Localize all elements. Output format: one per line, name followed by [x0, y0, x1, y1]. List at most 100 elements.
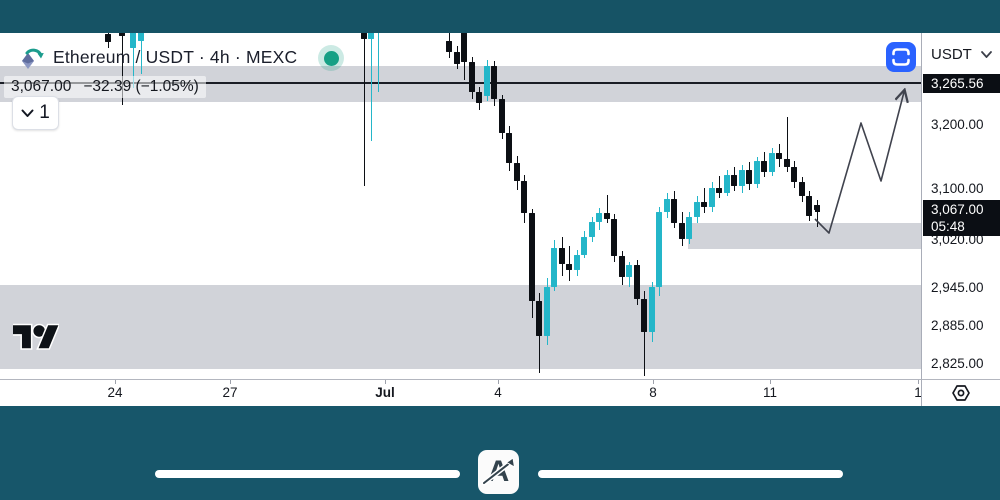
time-axis-label: Jul — [375, 385, 395, 400]
current-price-badge: 3,067.00 05:48 — [923, 199, 1000, 236]
candle-wick — [377, 0, 379, 92]
symbol-header[interactable]: Ethereum / USDT · 4h · MEXC — [18, 44, 297, 70]
candle-body — [686, 216, 692, 239]
candle-body — [784, 159, 790, 168]
candle-body — [739, 169, 745, 187]
nav-bar-right-pill[interactable] — [538, 470, 843, 478]
chevron-down-icon — [980, 51, 992, 58]
candle-wick — [786, 116, 788, 173]
trading-app-icon[interactable]: A — [478, 450, 519, 494]
time-axis-tick — [385, 380, 386, 384]
legend-last-price: 3,067.00 — [11, 78, 72, 95]
android-nav-bar: A — [0, 406, 1000, 500]
zone-rectangle[interactable] — [0, 284, 921, 369]
candle-body — [641, 299, 647, 332]
candle-body — [619, 256, 625, 277]
time-axis-tick — [653, 380, 654, 384]
candle-body — [476, 91, 482, 104]
candle-body — [461, 32, 467, 63]
price-axis[interactable]: USDT 3,200.00 3,100.00 3,020.00 2,945.00 2,8… — [921, 0, 1000, 406]
screenshot-frame-button[interactable] — [886, 42, 916, 72]
candle-body — [521, 181, 527, 214]
time-axis-tick — [770, 380, 771, 384]
candle-body — [724, 174, 730, 193]
time-axis-label: 4 — [494, 385, 502, 400]
tradingview-logo-icon[interactable] — [13, 320, 59, 356]
candle-body — [814, 204, 820, 210]
trend-arrow-drawing[interactable] — [0, 0, 921, 379]
price-axis-label: 2,825.00 — [931, 356, 984, 372]
candle-body — [701, 201, 707, 208]
chart-canvas[interactable] — [0, 0, 921, 379]
candle-body — [716, 187, 722, 193]
candle-wick — [703, 187, 705, 214]
symbol-title: Ethereum / USDT · 4h · MEXC — [53, 46, 298, 67]
nav-bar-left-pill[interactable] — [155, 470, 460, 478]
candle-body — [446, 40, 452, 52]
time-axis-label: 8 — [649, 385, 657, 400]
candle-body — [596, 213, 602, 222]
candle-body — [611, 219, 617, 257]
candle-body — [514, 163, 520, 182]
time-axis-tick — [918, 380, 919, 384]
candle-wick — [816, 200, 818, 228]
candle-body — [746, 169, 752, 184]
live-dot-core — [323, 50, 339, 66]
candle-body — [634, 265, 640, 300]
settings-gear-icon — [952, 385, 970, 401]
time-axis-label: 27 — [222, 385, 238, 400]
candle-body — [806, 196, 812, 216]
candle-body — [506, 132, 512, 164]
quote-currency-label: USDT — [931, 46, 972, 63]
price-legend: 3,067.00 −32.39 (−1.05%) — [4, 76, 206, 98]
candle-body — [559, 247, 565, 265]
price-axis-label: 3,100.00 — [931, 180, 984, 196]
candle-body — [589, 221, 595, 238]
candle-body — [454, 51, 460, 64]
candle-wick — [370, 0, 372, 141]
candle-body — [754, 160, 760, 184]
live-status-dot[interactable] — [318, 45, 344, 71]
candle-body — [769, 153, 775, 173]
candle-body — [671, 199, 677, 223]
time-axis-label: 1 — [914, 385, 921, 400]
candle-wick — [643, 290, 645, 377]
time-axis-label: 11 — [762, 385, 778, 400]
status-bar — [0, 0, 1000, 33]
candle-body — [574, 254, 580, 270]
candle-body — [709, 187, 715, 208]
zone-rectangle[interactable] — [688, 223, 921, 249]
time-axis-tick — [115, 380, 116, 384]
price-axis-label: 3,200.00 — [931, 117, 984, 132]
resistance-level-line[interactable] — [0, 82, 921, 85]
time-axis-tick — [498, 380, 499, 384]
candle-body — [581, 237, 587, 255]
app-icon-arrow — [481, 457, 516, 486]
price-axis-label: 2,945.00 — [931, 279, 984, 295]
candle-body — [529, 213, 535, 302]
candle-body — [536, 301, 542, 336]
candle-body — [656, 211, 662, 288]
candle-body — [679, 222, 685, 239]
candle-wick — [606, 194, 608, 224]
candle-body — [604, 213, 610, 220]
quote-currency-dropdown[interactable]: USDT — [931, 46, 992, 63]
interval-selector-button[interactable]: 1 — [12, 96, 59, 130]
axis-settings-cell[interactable] — [921, 379, 1000, 406]
chevron-down-icon — [21, 109, 34, 117]
candle-body — [649, 287, 655, 332]
candle-body — [491, 65, 497, 100]
candle-body — [799, 182, 805, 197]
time-axis[interactable]: 2427Jul48111 — [0, 379, 921, 406]
candle-body — [544, 287, 550, 336]
candle-body — [731, 174, 737, 187]
candle-body — [694, 201, 700, 217]
candle-body — [626, 265, 632, 277]
candle-body — [776, 153, 782, 160]
candle-body — [105, 34, 111, 43]
candle-wick — [718, 176, 720, 198]
candle-body — [791, 167, 797, 183]
candle-wick — [363, 0, 365, 186]
candle-body — [499, 99, 505, 133]
